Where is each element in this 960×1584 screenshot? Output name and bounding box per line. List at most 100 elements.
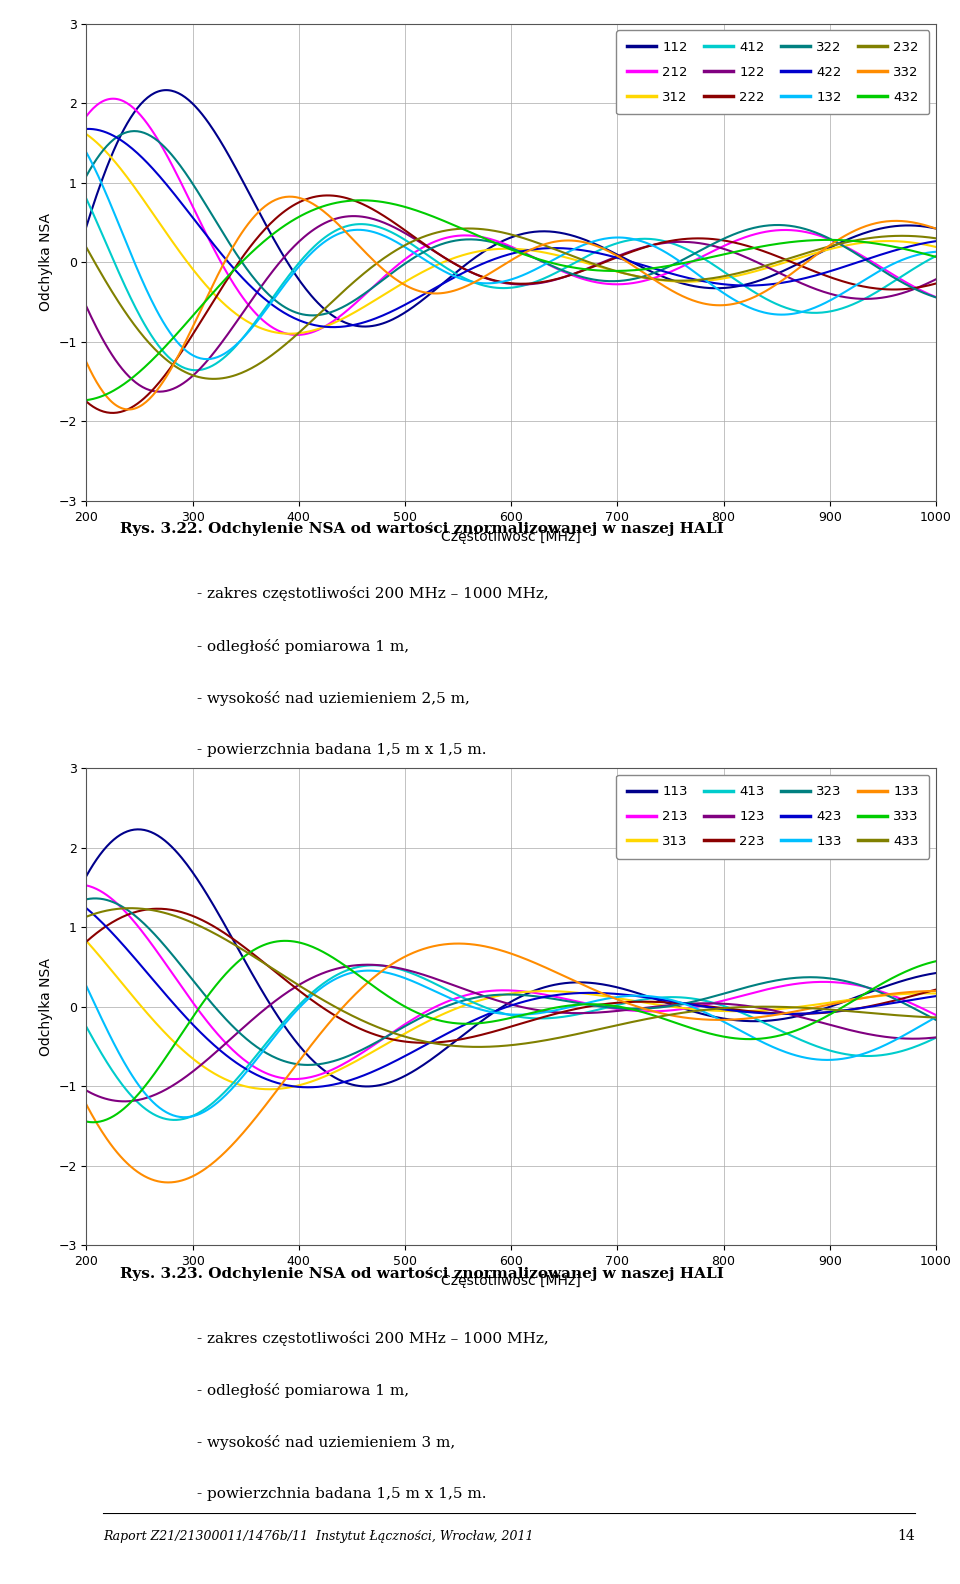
423 xyxy=(491,1001,502,1020)
112 xyxy=(492,233,504,252)
213 xyxy=(779,976,790,995)
133 xyxy=(492,941,504,960)
122 xyxy=(780,266,792,285)
133 xyxy=(543,960,555,979)
222 xyxy=(930,274,942,293)
312 xyxy=(283,325,295,344)
113 xyxy=(488,1003,499,1022)
222 xyxy=(81,393,92,412)
322 xyxy=(129,122,140,141)
313 xyxy=(542,982,554,1001)
133 xyxy=(452,935,464,954)
332 xyxy=(543,233,555,252)
423 xyxy=(930,987,942,1006)
312 xyxy=(930,238,942,257)
333 xyxy=(543,1000,555,1019)
322 xyxy=(930,288,942,307)
323 xyxy=(543,988,555,1007)
423 xyxy=(542,987,554,1006)
113 xyxy=(589,974,601,993)
222 xyxy=(543,271,555,290)
332 xyxy=(81,353,92,372)
133 xyxy=(180,1107,191,1126)
Y-axis label: Odchylka NSA: Odchylka NSA xyxy=(38,958,53,1055)
213 xyxy=(930,1006,942,1025)
433 xyxy=(472,1038,484,1057)
223 xyxy=(152,900,163,919)
232 xyxy=(589,255,601,274)
Line: 332: 332 xyxy=(86,196,936,410)
413 xyxy=(913,1036,924,1055)
413 xyxy=(488,1001,499,1020)
232 xyxy=(543,238,555,257)
Text: Raport Z21/21300011/1476b/11  Instytut Łączności, Wrocław, 2011: Raport Z21/21300011/1476b/11 Instytut Łą… xyxy=(104,1530,534,1543)
432 xyxy=(588,261,600,280)
433 xyxy=(589,1020,601,1039)
212 xyxy=(292,325,303,344)
323 xyxy=(589,996,601,1015)
433 xyxy=(492,1036,504,1055)
Line: 232: 232 xyxy=(86,228,936,379)
432 xyxy=(81,391,92,410)
212 xyxy=(492,233,504,252)
322 xyxy=(589,271,601,290)
122 xyxy=(930,269,942,288)
133 xyxy=(81,977,92,996)
113 xyxy=(780,1009,792,1028)
223 xyxy=(543,1006,555,1025)
Text: - wysokość nad uziemieniem 2,5 m,: - wysokość nad uziemieniem 2,5 m, xyxy=(197,691,469,705)
433 xyxy=(125,898,136,917)
212 xyxy=(589,272,601,291)
223 xyxy=(930,980,942,1000)
Line: 313: 313 xyxy=(86,941,936,1090)
333 xyxy=(589,995,601,1014)
112 xyxy=(358,317,370,336)
232 xyxy=(208,369,220,388)
Line: 223: 223 xyxy=(86,909,936,1042)
223 xyxy=(780,1004,792,1023)
Line: 413: 413 xyxy=(86,965,936,1120)
232 xyxy=(780,250,792,269)
112 xyxy=(930,219,942,238)
123 xyxy=(589,1003,601,1022)
312 xyxy=(486,239,497,258)
112 xyxy=(160,81,172,100)
432 xyxy=(355,190,367,209)
223 xyxy=(81,931,92,950)
133 xyxy=(81,1095,92,1114)
113 xyxy=(913,966,924,985)
412 xyxy=(542,268,554,287)
332 xyxy=(492,258,504,277)
113 xyxy=(362,1077,373,1096)
Text: Rys. 3.22. Odchylenie NSA od wartości znormalizowanej w naszej HALI: Rys. 3.22. Odchylenie NSA od wartości zn… xyxy=(120,523,724,537)
223 xyxy=(420,1033,431,1052)
X-axis label: Częstotliwość [MHz]: Częstotliwość [MHz] xyxy=(442,529,581,543)
413 xyxy=(492,1003,504,1022)
322 xyxy=(543,255,555,274)
432 xyxy=(911,242,923,261)
212 xyxy=(930,288,942,307)
Line: 133: 133 xyxy=(86,944,936,1182)
Line: 213: 213 xyxy=(86,885,936,1079)
132 xyxy=(930,242,942,261)
432 xyxy=(491,234,502,253)
132 xyxy=(542,253,554,272)
133 xyxy=(780,1042,792,1061)
133 xyxy=(930,1007,942,1026)
213 xyxy=(542,985,554,1004)
123 xyxy=(913,1030,924,1049)
333 xyxy=(780,1025,792,1044)
232 xyxy=(81,238,92,257)
433 xyxy=(543,1030,555,1049)
132 xyxy=(491,272,502,291)
412 xyxy=(911,257,923,276)
322 xyxy=(81,166,92,185)
222 xyxy=(107,404,118,423)
133 xyxy=(780,1004,792,1023)
422 xyxy=(930,231,942,250)
413 xyxy=(589,1001,601,1020)
123 xyxy=(81,1080,92,1099)
Line: 132: 132 xyxy=(86,152,936,360)
113 xyxy=(132,821,143,840)
323 xyxy=(89,889,101,908)
